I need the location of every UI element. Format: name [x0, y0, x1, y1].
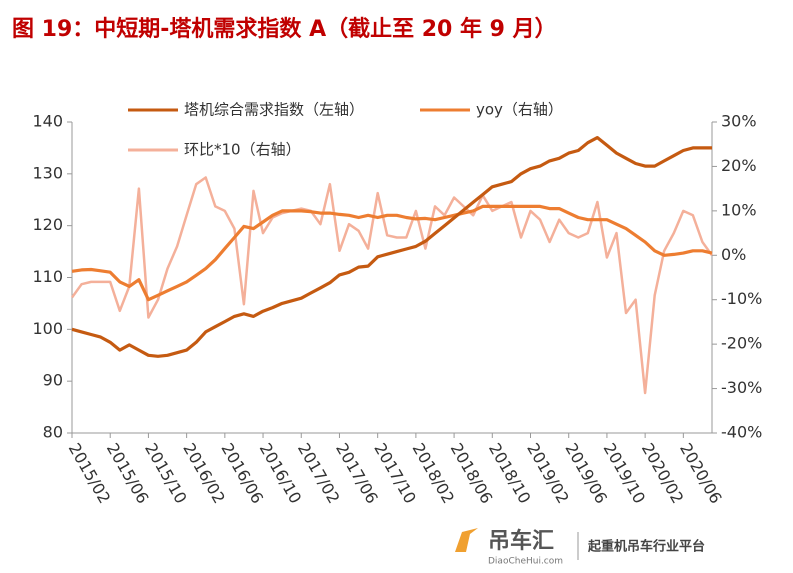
y2-tick-label: -40% [721, 423, 762, 442]
y-tick-label: 110 [32, 267, 63, 286]
logo-slogan: 起重机吊车行业平台 [587, 539, 705, 555]
series-line [71, 136, 712, 358]
y2-tick-label: -30% [721, 378, 762, 397]
y-tick-label: 140 [32, 112, 63, 131]
legend-label: 环比*10（右轴） [184, 141, 301, 159]
y2-tick-label: -10% [721, 289, 762, 308]
y2-tick-label: 10% [721, 200, 757, 219]
y-tick-label: 90 [43, 371, 63, 390]
series-line [71, 204, 713, 302]
y2-tick-label: 30% [721, 112, 757, 131]
logo-icon [455, 528, 478, 552]
legend-label: 塔机综合需求指数（左轴） [184, 101, 364, 119]
y-tick-label: 130 [32, 163, 63, 182]
logo: 吊车汇 DiaoCheHui.com 起重机吊车行业平台 [455, 528, 705, 567]
legend-label: yoy（右轴） [476, 101, 563, 119]
chart-title: 图 19：中短期-塔机需求指数 A（截止至 20 年 9 月） [12, 16, 557, 42]
y2-tick-label: -20% [721, 334, 762, 353]
series-line [70, 176, 714, 395]
y-tick-label: 80 [43, 423, 63, 442]
y-tick-label: 120 [32, 215, 63, 234]
y-tick-label: 100 [32, 319, 63, 338]
logo-site: DiaoCheHui.com [488, 557, 563, 567]
y2-tick-label: 20% [721, 156, 757, 175]
y2-tick-label: 0% [721, 245, 746, 264]
logo-name: 吊车汇 [488, 528, 554, 554]
